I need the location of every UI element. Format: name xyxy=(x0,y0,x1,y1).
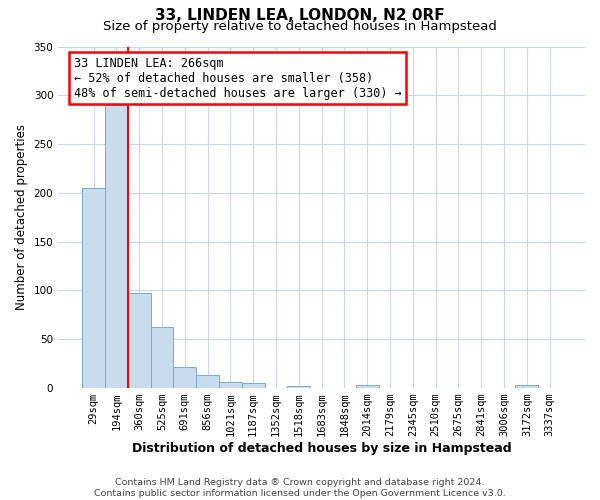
Bar xyxy=(151,328,173,388)
Bar xyxy=(242,383,265,388)
Bar xyxy=(196,375,219,388)
Bar xyxy=(356,385,379,388)
Bar xyxy=(82,188,105,388)
Bar xyxy=(287,386,310,388)
X-axis label: Distribution of detached houses by size in Hampstead: Distribution of detached houses by size … xyxy=(132,442,511,455)
Text: 33 LINDEN LEA: 266sqm
← 52% of detached houses are smaller (358)
48% of semi-det: 33 LINDEN LEA: 266sqm ← 52% of detached … xyxy=(74,56,402,100)
Text: Size of property relative to detached houses in Hampstead: Size of property relative to detached ho… xyxy=(103,20,497,33)
Bar xyxy=(105,105,128,388)
Text: Contains HM Land Registry data ® Crown copyright and database right 2024.
Contai: Contains HM Land Registry data ® Crown c… xyxy=(94,478,506,498)
Bar xyxy=(128,293,151,388)
Bar xyxy=(219,382,242,388)
Bar xyxy=(515,385,538,388)
Text: 33, LINDEN LEA, LONDON, N2 0RF: 33, LINDEN LEA, LONDON, N2 0RF xyxy=(155,8,445,22)
Bar xyxy=(173,368,196,388)
Y-axis label: Number of detached properties: Number of detached properties xyxy=(15,124,28,310)
